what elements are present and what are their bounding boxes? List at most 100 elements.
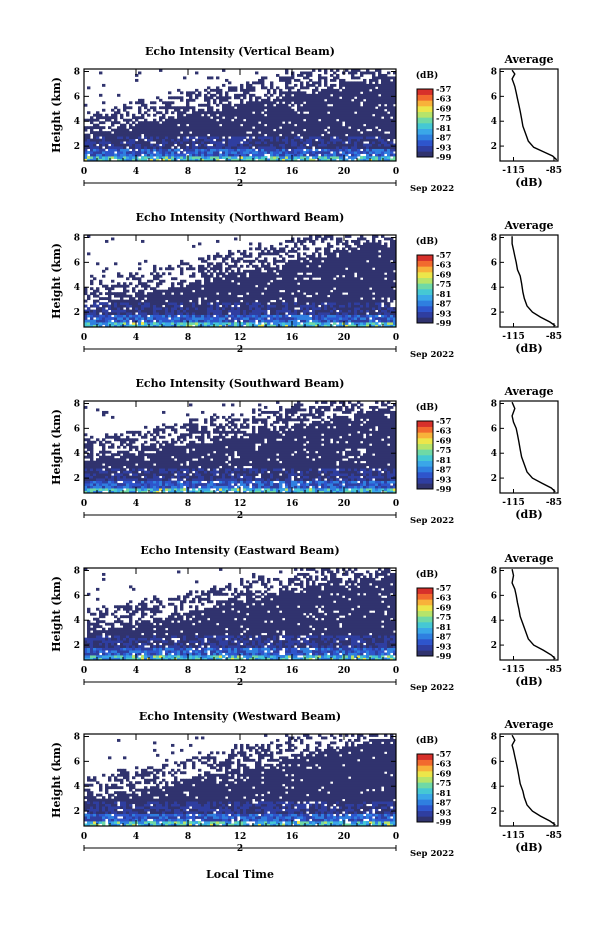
heatmap-cell [348,148,352,152]
heatmap-cell [213,282,217,286]
heatmap-cell [120,141,124,144]
heatmap-cell [285,98,289,102]
heatmap-cell [327,108,331,112]
heatmap-cell [243,133,247,137]
heatmap-cell [255,81,259,85]
heatmap-cell [306,289,310,293]
heatmap-cell [318,235,322,238]
heatmap-cell [297,141,301,144]
heatmap-cell [225,111,229,115]
heatmap-cell [330,299,334,303]
heatmap-cell [171,153,175,157]
heatmap-cell [231,299,235,303]
heatmap-cell [315,153,319,157]
heatmap-cell [207,156,211,159]
heatmap-cell [156,294,160,298]
heatmap-cell [252,93,256,97]
heatmap-cell [252,128,256,132]
heatmap-cell [165,309,169,313]
heatmap-cell [237,299,241,303]
heatmap-cell [93,151,97,154]
heatmap-cell [243,269,247,273]
heatmap-cell [366,244,370,248]
heatmap-cell [150,307,154,310]
heatmap-cell [330,287,334,291]
heatmap-cell [204,98,208,102]
heatmap-cell [366,267,370,271]
heatmap-cell [297,297,301,301]
heatmap-cell [312,153,316,157]
heatmap-cell [300,93,304,97]
heatmap-cell [240,106,244,110]
heatmap-cell [231,116,235,120]
heatmap-cell [294,146,298,149]
heatmap-cell [234,262,238,266]
heatmap-cell [186,98,190,102]
heatmap-cell [360,237,364,241]
heatmap-cell [324,324,328,328]
heatmap-cell [330,83,334,87]
heatmap-cell [126,309,130,313]
heatmap-cell [315,123,319,127]
heatmap-cell [246,158,250,162]
heatmap-cell [228,153,232,157]
heatmap-cell [339,262,343,266]
heatmap-cell [255,279,259,283]
heatmap-cell [327,118,331,122]
heatmap-cell [357,237,361,241]
heatmap-cell [261,312,265,315]
heatmap-cell [219,128,223,132]
heatmap-cell [378,242,382,246]
heatmap-cell [171,118,175,122]
heatmap-cell [357,264,361,268]
heatmap-cell [372,235,376,238]
heatmap-cell [378,274,382,278]
heatmap-cell [282,269,286,273]
heatmap-cell [165,126,169,130]
heatmap-cell [387,116,391,120]
heatmap-cell [210,274,214,278]
heatmap-cell [96,133,100,137]
heatmap-cell [192,322,196,325]
heatmap-cell [375,88,379,92]
heatmap-cell [84,158,88,162]
heatmap-cell [270,282,274,286]
heatmap-cell [369,277,373,281]
heatmap-cell [132,299,136,303]
heatmap-cell [390,76,394,80]
heatmap-cell [312,324,316,328]
heatmap-cell [306,312,310,315]
heatmap-cell [249,101,253,105]
heatmap-cell [135,151,139,154]
heatmap-cell [147,319,151,323]
heatmap-cell [189,106,193,110]
heatmap-cell [324,274,328,278]
heatmap-cell [207,151,211,154]
heatmap-cell [159,289,163,293]
heatmap-cell [189,304,193,308]
heatmap-cell [318,136,322,140]
heatmap-cell [309,287,313,291]
heatmap-cell [351,111,355,115]
heatmap-cell [120,156,124,159]
heatmap-cell [135,307,139,310]
heatmap-cell [183,287,187,291]
heatmap-cell [339,289,343,293]
heatmap-cell [318,282,322,286]
heatmap-cell [114,262,118,266]
heatmap-cell [207,264,211,268]
heatmap-cell [354,287,358,291]
heatmap-cell [288,317,292,320]
heatmap-cell [276,312,280,315]
heatmap-cell [177,108,181,112]
heatmap-cell [387,141,391,144]
heatmap-cell [117,121,121,125]
heatmap-cell [363,86,367,90]
heatmap-cell [120,304,124,308]
heatmap-cell [267,118,271,122]
heatmap-cell [357,148,361,152]
heatmap-cell [255,304,259,308]
heatmap-cell [177,299,181,303]
heatmap-cell [228,106,232,110]
heatmap-cell [123,148,127,152]
